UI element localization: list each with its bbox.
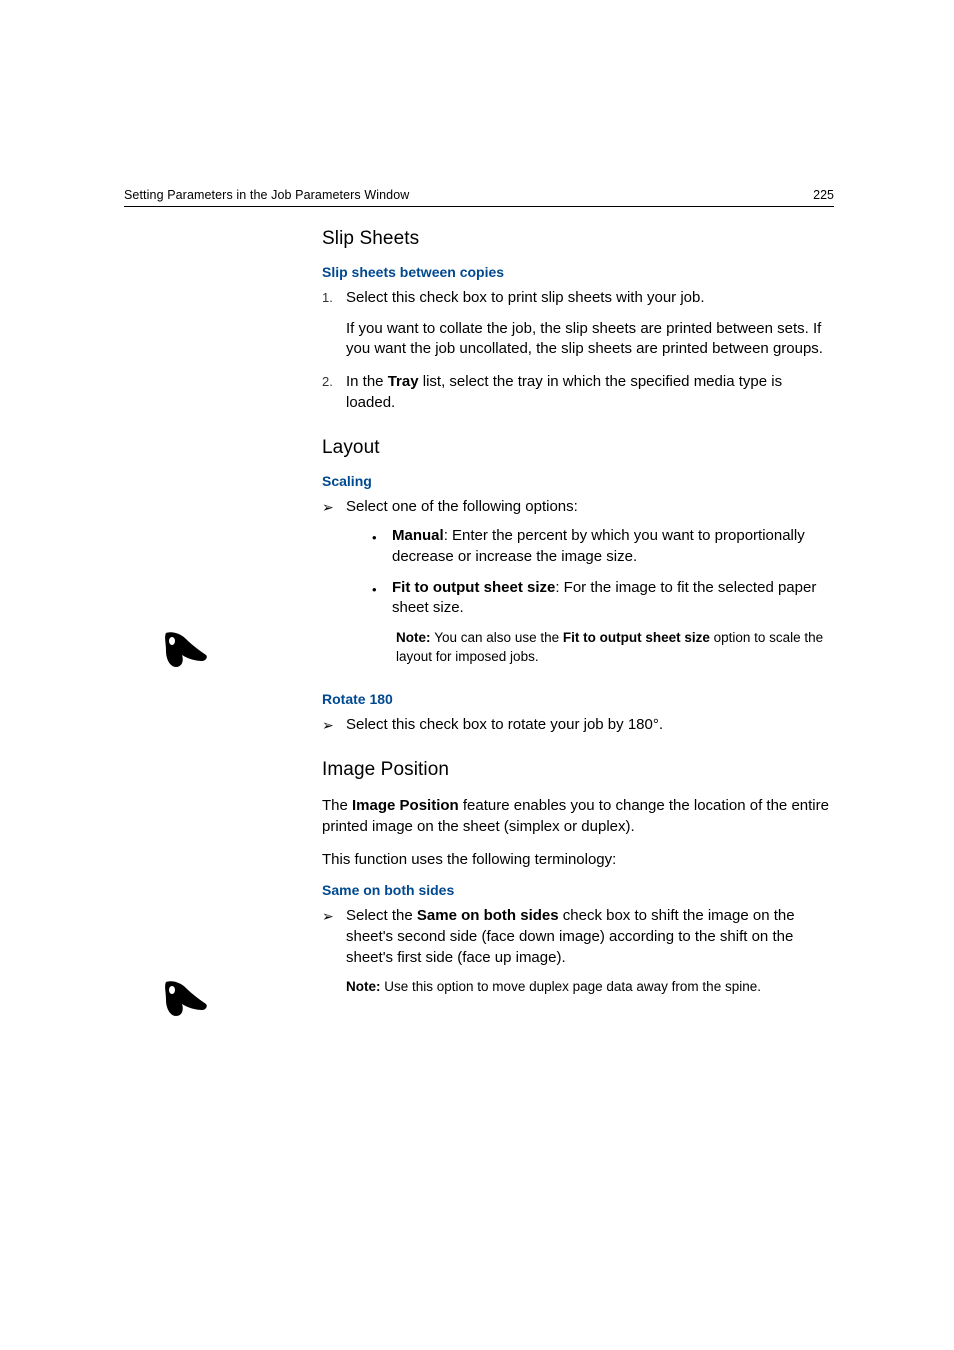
bold-text: Fit to output sheet size xyxy=(563,630,710,645)
note-icon-holder xyxy=(162,978,212,1025)
heading-image-position: Image Position xyxy=(322,759,834,781)
list-text: Select one of the following options: xyxy=(346,498,578,515)
list-item: • Manual: Enter the percent by which you… xyxy=(346,526,834,567)
list-body: Fit to output sheet size: For the image … xyxy=(392,578,834,619)
subheading-rotate-180: Rotate 180 xyxy=(322,691,834,707)
text-fragment: : Enter the percent by which you want to… xyxy=(392,527,805,565)
list-body: Select this check box to print slip shee… xyxy=(346,288,834,360)
note-label: Note: xyxy=(346,979,384,994)
page-header: Setting Parameters in the Job Parameters… xyxy=(124,188,834,207)
bullet-list: ➢ Select the Same on both sides check bo… xyxy=(322,906,834,968)
list-number: 1. xyxy=(322,288,346,360)
ordered-list: 1. Select this check box to print slip s… xyxy=(322,288,834,413)
section-image-position: Image Position The Image Position featur… xyxy=(322,759,834,997)
page-number: 225 xyxy=(813,188,834,202)
text-fragment: The xyxy=(322,797,352,814)
list-body: Select one of the following options: • M… xyxy=(346,497,834,674)
page: Setting Parameters in the Job Parameters… xyxy=(0,0,954,1350)
list-body: In the Tray list, select the tray in whi… xyxy=(346,372,834,413)
triangle-bullet-icon: ➢ xyxy=(322,715,346,736)
pointing-hand-icon xyxy=(162,629,210,671)
list-item: • Fit to output sheet size: For the imag… xyxy=(346,578,834,619)
dot-bullet-icon: • xyxy=(372,578,392,619)
bullet-list: ➢ Select one of the following options: •… xyxy=(322,497,834,674)
list-item: ➢ Select one of the following options: •… xyxy=(322,497,834,674)
heading-layout: Layout xyxy=(322,437,834,459)
subheading-slip-sheets-between-copies: Slip sheets between copies xyxy=(322,264,834,280)
list-body: Manual: Enter the percent by which you w… xyxy=(392,526,834,567)
list-text: In the Tray list, select the tray in whi… xyxy=(346,372,834,413)
section-slip-sheets: Slip Sheets Slip sheets between copies 1… xyxy=(322,228,834,413)
list-para: If you want to collate the job, the slip… xyxy=(346,319,834,360)
note-icon-holder xyxy=(162,629,212,678)
bullet-list: ➢ Select this check box to rotate your j… xyxy=(322,715,834,736)
list-item: ➢ Select the Same on both sides check bo… xyxy=(322,906,834,968)
content-area: Slip Sheets Slip sheets between copies 1… xyxy=(322,228,834,1005)
section-layout: Layout Scaling ➢ Select one of the follo… xyxy=(322,437,834,735)
bold-text: Manual xyxy=(392,527,444,544)
text-fragment: Use this option to move duplex page data… xyxy=(384,979,761,994)
paragraph: The Image Position feature enables you t… xyxy=(322,795,834,837)
triangle-bullet-icon: ➢ xyxy=(322,497,346,674)
list-text: Select this check box to rotate your job… xyxy=(346,715,834,736)
bold-text: Tray xyxy=(388,373,419,390)
dot-bullet-icon: • xyxy=(372,526,392,567)
note-block: Note: You can also use the Fit to output… xyxy=(346,629,834,667)
paragraph: This function uses the following termino… xyxy=(322,849,834,870)
triangle-bullet-icon: ➢ xyxy=(322,906,346,968)
list-body: Select the Same on both sides check box … xyxy=(346,906,834,968)
note-label: Note: xyxy=(396,630,434,645)
list-item: 1. Select this check box to print slip s… xyxy=(322,288,834,360)
heading-slip-sheets: Slip Sheets xyxy=(322,228,834,250)
sub-bullet-list: • Manual: Enter the percent by which you… xyxy=(346,526,834,619)
subheading-scaling: Scaling xyxy=(322,473,834,489)
list-item: 2. In the Tray list, select the tray in … xyxy=(322,372,834,413)
list-number: 2. xyxy=(322,372,346,413)
note-block: Note: Use this option to move duplex pag… xyxy=(322,978,834,997)
pointing-hand-icon xyxy=(162,978,210,1020)
list-item: ➢ Select this check box to rotate your j… xyxy=(322,715,834,736)
text-fragment: In the xyxy=(346,373,388,390)
text-fragment: You can also use the xyxy=(434,630,563,645)
subheading-same-on-both-sides: Same on both sides xyxy=(322,882,834,898)
text-fragment: Select the xyxy=(346,907,417,924)
bold-text: Same on both sides xyxy=(417,907,559,924)
list-text: Select this check box to print slip shee… xyxy=(346,288,834,309)
bold-text: Fit to output sheet size xyxy=(392,579,555,596)
note-text: Note: Use this option to move duplex pag… xyxy=(346,978,761,997)
bold-text: Image Position xyxy=(352,797,459,814)
header-title: Setting Parameters in the Job Parameters… xyxy=(124,188,409,202)
note-text: Note: You can also use the Fit to output… xyxy=(396,629,834,667)
